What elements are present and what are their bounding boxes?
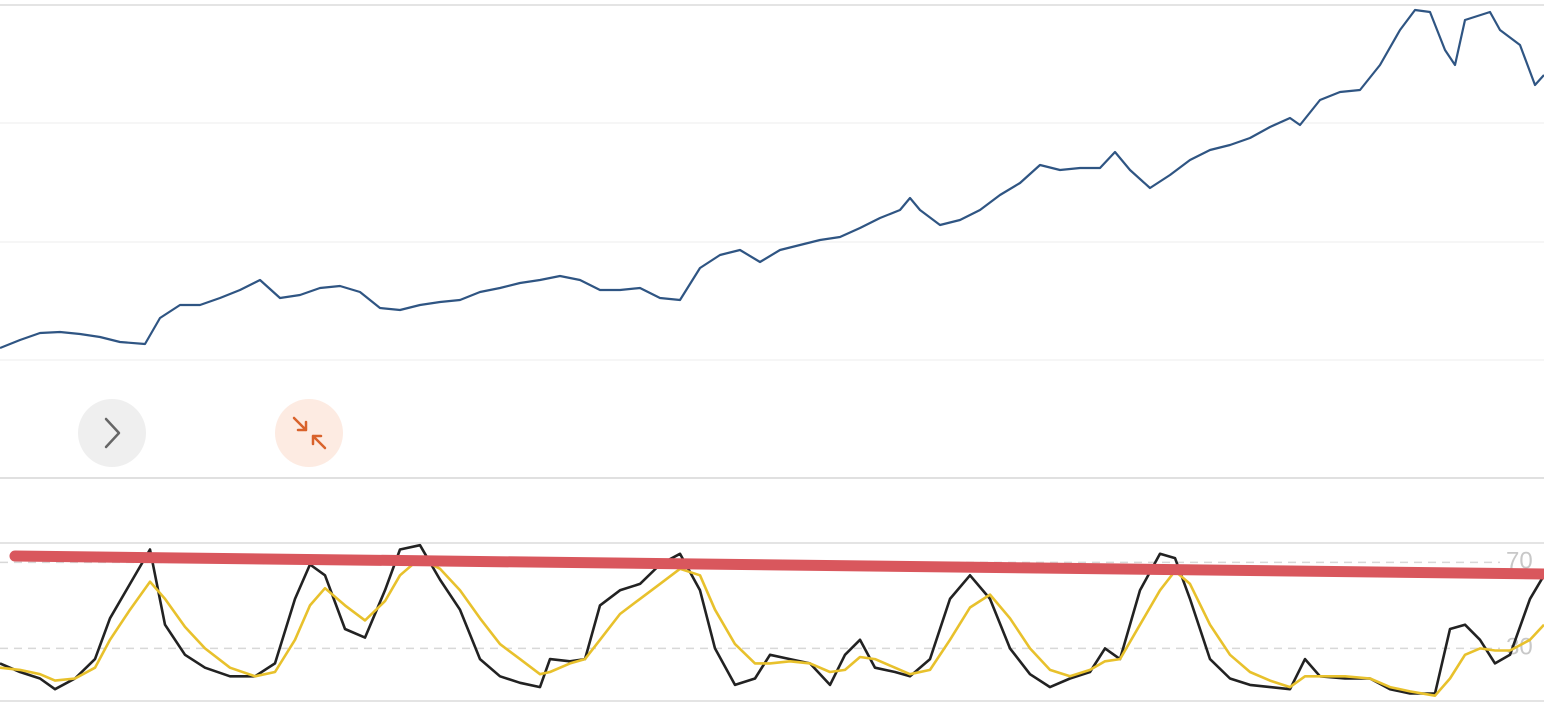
series-line (0, 556, 1544, 697)
button-bg (275, 399, 343, 467)
collapse-icon (292, 416, 327, 450)
collapse-button[interactable] (275, 399, 343, 467)
y-tick-label: 30 (1506, 634, 1533, 661)
series-line (0, 8, 1544, 350)
expand-button[interactable] (78, 399, 146, 467)
button-bg (78, 399, 146, 467)
chevron-icon (104, 417, 121, 449)
drawn-trendline (9, 550, 1544, 580)
